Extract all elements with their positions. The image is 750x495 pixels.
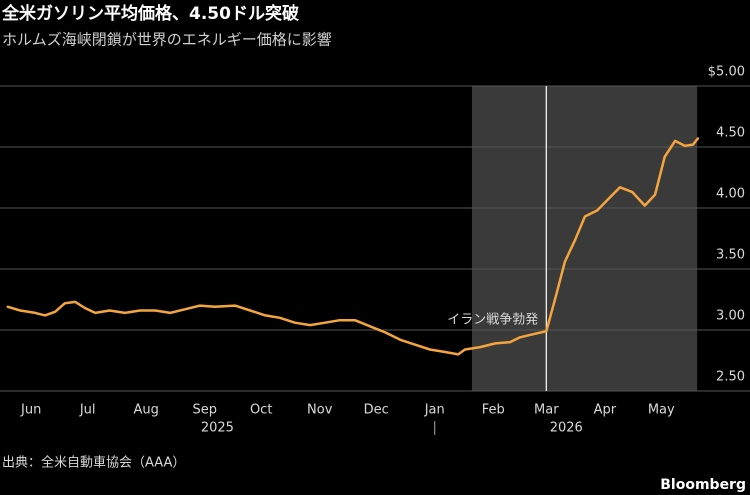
brand: Bloomberg xyxy=(660,477,746,493)
y-tick-label: $5.00 xyxy=(708,65,745,80)
x-tick-label: Dec xyxy=(364,403,389,418)
x-tick-label: Aug xyxy=(134,403,159,418)
x-tick-label: Sep xyxy=(192,403,217,418)
year-label: 2025 xyxy=(201,421,234,436)
x-tick-label: May xyxy=(648,403,675,418)
shaded-period xyxy=(471,86,698,391)
x-tick-label: Oct xyxy=(250,403,272,418)
x-tick-label: Jan xyxy=(424,403,445,418)
x-tick-label: Nov xyxy=(307,403,333,418)
y-tick-label: 4.50 xyxy=(716,126,745,141)
y-tick-label: 4.00 xyxy=(716,187,745,202)
x-tick-label: Mar xyxy=(534,403,559,418)
price-line xyxy=(6,137,700,356)
x-tick-label: Apr xyxy=(594,403,617,418)
chart-title: 全米ガソリン平均価格、4.50ドル突破 xyxy=(1,3,299,24)
x-tick-label: Jun xyxy=(20,403,41,418)
y-tick-label: 3.00 xyxy=(716,309,745,324)
y-tick-label: 3.50 xyxy=(716,248,745,263)
event-label: イラン戦争勃発 xyxy=(447,313,538,328)
year-label: 2026 xyxy=(550,421,583,436)
source: 出典：全米自動車協会（AAA） xyxy=(2,455,185,471)
x-tick-label: Feb xyxy=(482,403,505,418)
chart-subtitle: ホルムズ海峡閉鎖が世界のエネルギー価格に影響 xyxy=(2,31,332,49)
y-tick-label: 2.50 xyxy=(716,370,745,385)
x-tick-label: Jul xyxy=(79,403,96,418)
